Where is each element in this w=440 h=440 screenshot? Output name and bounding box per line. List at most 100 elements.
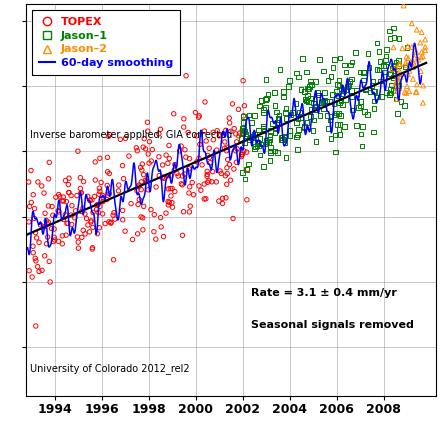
Point	[239, 130, 246, 137]
Point	[74, 234, 81, 241]
Point	[62, 211, 69, 218]
Point	[305, 85, 312, 92]
Point	[222, 127, 229, 134]
Point	[65, 181, 72, 188]
Point	[187, 203, 194, 210]
Point	[138, 167, 145, 174]
Point	[224, 164, 231, 171]
Point	[242, 131, 249, 138]
Point	[104, 168, 111, 175]
Point	[297, 86, 304, 93]
Point	[32, 323, 39, 330]
Point	[195, 155, 202, 162]
Point	[393, 80, 400, 87]
Point	[231, 125, 238, 132]
Point	[335, 77, 342, 84]
Point	[343, 86, 350, 93]
Point	[219, 195, 226, 202]
Point	[125, 153, 132, 160]
Point	[382, 53, 389, 60]
Point	[202, 99, 209, 106]
Point	[105, 133, 112, 140]
Point	[312, 106, 319, 114]
Point	[158, 224, 165, 231]
Point	[404, 71, 411, 78]
Point	[412, 88, 419, 95]
Point	[314, 92, 321, 99]
Point	[218, 170, 225, 177]
Point	[263, 138, 270, 145]
Point	[335, 110, 342, 117]
Point	[26, 267, 33, 274]
Point	[204, 179, 211, 186]
Point	[91, 193, 98, 200]
Point	[339, 101, 346, 108]
Point	[33, 257, 40, 264]
Point	[286, 127, 293, 134]
Point	[260, 163, 267, 170]
Point	[304, 97, 311, 104]
Point	[156, 172, 163, 179]
Point	[186, 183, 193, 191]
Point	[390, 25, 397, 32]
Point	[98, 179, 105, 186]
Point	[241, 139, 248, 146]
Point	[303, 69, 310, 76]
Point	[273, 108, 280, 115]
Point	[157, 126, 164, 133]
Point	[233, 139, 240, 146]
Point	[239, 130, 246, 137]
Point	[359, 123, 366, 130]
Point	[393, 88, 400, 95]
Point	[348, 75, 355, 82]
Point	[99, 210, 106, 217]
Point	[334, 81, 341, 88]
Point	[333, 88, 340, 95]
Point	[295, 73, 302, 81]
Point	[294, 132, 301, 139]
Point	[39, 267, 46, 274]
Point	[29, 243, 37, 250]
Point	[226, 119, 233, 126]
Point	[149, 146, 156, 153]
Point	[186, 155, 193, 162]
Point	[107, 220, 114, 227]
Point	[241, 175, 248, 182]
Point	[262, 140, 269, 147]
Point	[312, 78, 319, 85]
Point	[104, 182, 111, 189]
Point	[46, 258, 53, 265]
Point	[110, 209, 117, 216]
Point	[278, 136, 285, 143]
Point	[356, 69, 363, 76]
Point	[119, 162, 126, 169]
Point	[409, 75, 416, 82]
Point	[348, 94, 355, 101]
Point	[198, 161, 205, 169]
Point	[326, 117, 334, 124]
Point	[272, 125, 279, 132]
Point	[102, 220, 109, 227]
Point	[165, 185, 172, 192]
Point	[253, 142, 260, 149]
Point	[282, 105, 290, 112]
Point	[260, 109, 268, 116]
Point	[374, 40, 381, 47]
Point	[244, 166, 251, 173]
Point	[408, 44, 415, 51]
Point	[380, 62, 387, 69]
Point	[139, 214, 146, 221]
Point	[34, 263, 41, 270]
Point	[275, 114, 282, 121]
Point	[81, 210, 88, 217]
Point	[370, 128, 377, 136]
Point	[232, 130, 239, 137]
Point	[299, 55, 306, 62]
Point	[238, 153, 245, 160]
Point	[48, 203, 55, 210]
Point	[60, 194, 67, 201]
Point	[161, 175, 168, 182]
Point	[238, 151, 245, 158]
Point	[229, 100, 236, 107]
Point	[312, 106, 319, 113]
